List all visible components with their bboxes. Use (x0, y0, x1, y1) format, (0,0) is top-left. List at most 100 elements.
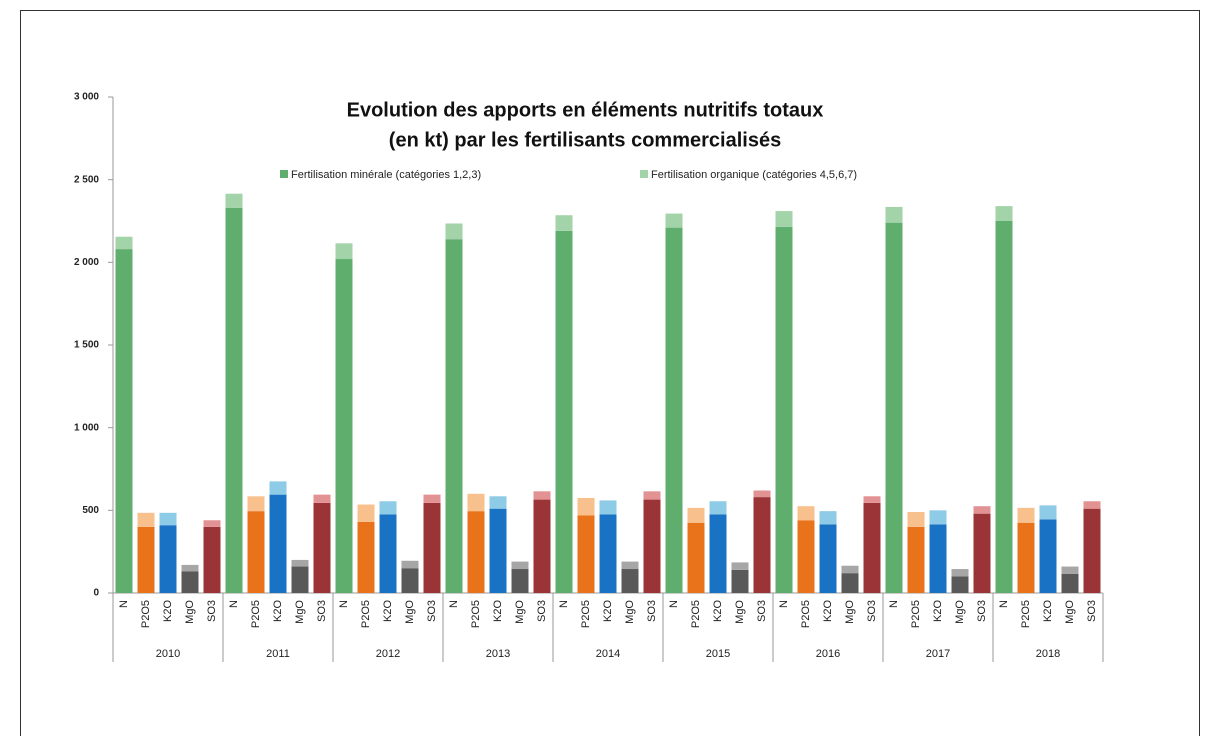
bar-segment (1061, 566, 1079, 574)
bar-segment (643, 491, 661, 500)
bar-segment (665, 213, 683, 228)
bar-segment (599, 514, 617, 593)
x-tick-label: N (668, 600, 680, 608)
x-tick-label: SO3 (536, 600, 548, 622)
bar-segment (269, 481, 287, 495)
bar-segment (357, 504, 375, 522)
bar-segment (797, 520, 815, 593)
y-tick-label: 2 000 (74, 257, 99, 268)
bar-segment (555, 215, 573, 231)
bar-segment (533, 491, 551, 500)
bar-segment (951, 569, 969, 577)
bar-segment (115, 236, 133, 250)
bar-segment (577, 497, 595, 516)
legend-swatch (640, 170, 648, 178)
bar-segment (357, 521, 375, 593)
bar-segment (467, 511, 485, 593)
x-tick-label: P2O5 (1020, 600, 1032, 628)
x-tick-label: SO3 (426, 600, 438, 622)
x-tick-label: N (338, 600, 350, 608)
bar-segment (401, 568, 419, 593)
bar-segment (1083, 508, 1101, 593)
bar-segment (511, 569, 529, 593)
x-tick-label: K2O (932, 600, 944, 622)
bar-segment (291, 566, 309, 593)
bar-segment (665, 227, 683, 593)
x-tick-label: MgO (844, 600, 856, 624)
bar-segment (819, 524, 837, 593)
group-label: 2010 (156, 648, 180, 660)
x-tick-label: MgO (294, 600, 306, 624)
group-label: 2013 (486, 648, 510, 660)
bar-segment (335, 259, 353, 593)
y-tick-label: 0 (93, 588, 99, 599)
x-tick-label: SO3 (316, 600, 328, 622)
bar-segment (313, 502, 331, 593)
bar-segment (1039, 519, 1057, 593)
bar-segment (159, 525, 177, 593)
bar-segment (181, 564, 199, 572)
bar-segment (995, 221, 1013, 593)
bar-segment (203, 526, 221, 593)
bar-segment (687, 522, 705, 593)
y-tick-label: 3 000 (74, 92, 99, 103)
x-tick-label: MgO (734, 600, 746, 624)
bar-segment (907, 511, 925, 527)
bar-segment (907, 526, 925, 593)
bar-segment (269, 494, 287, 593)
bar-segment (973, 506, 991, 514)
x-tick-label: P2O5 (800, 600, 812, 628)
x-tick-label: P2O5 (140, 600, 152, 628)
group-label: 2018 (1036, 648, 1060, 660)
x-tick-label: SO3 (1086, 600, 1098, 622)
bar-segment (973, 513, 991, 593)
bar-segment (753, 497, 771, 593)
bar-segment (115, 249, 133, 593)
bar-segment (203, 520, 221, 527)
bar-segment (995, 206, 1013, 221)
bar-segment (1083, 501, 1101, 509)
chart-title: Evolution des apports en éléments nutrit… (347, 99, 824, 121)
bar-segment (313, 494, 331, 503)
bar-segment (599, 500, 617, 515)
bar-segment (335, 243, 353, 260)
x-tick-label: SO3 (206, 600, 218, 622)
group-label: 2017 (926, 648, 950, 660)
bar-segment (445, 239, 463, 594)
bar-segment (885, 206, 903, 223)
group-label: 2015 (706, 648, 730, 660)
y-tick-label: 500 (82, 505, 99, 516)
bar-segment (863, 496, 881, 503)
bar-segment (753, 490, 771, 498)
bar-segment (181, 571, 199, 593)
bar-segment (1039, 505, 1057, 520)
x-tick-label: K2O (1042, 600, 1054, 622)
bar-segment (555, 230, 573, 594)
x-tick-label: N (888, 600, 900, 608)
bar-segment (775, 211, 793, 227)
x-tick-label: P2O5 (470, 600, 482, 628)
bar-segment (445, 223, 463, 240)
x-tick-label: MgO (1064, 600, 1076, 624)
bar-segment (929, 524, 947, 593)
legend-swatch (280, 170, 288, 178)
bar-segment (731, 562, 749, 570)
y-tick-label: 2 500 (74, 174, 99, 185)
x-tick-label: SO3 (976, 600, 988, 622)
bar-segment (863, 502, 881, 593)
x-tick-label: K2O (492, 600, 504, 622)
bar-segment (423, 494, 441, 503)
x-tick-label: P2O5 (690, 600, 702, 628)
chart-title: (en kt) par les fertilisants commerciali… (389, 129, 781, 151)
bar-segment (511, 561, 529, 570)
y-tick-label: 1 500 (74, 340, 99, 351)
x-tick-label: MgO (624, 600, 636, 624)
x-tick-label: N (778, 600, 790, 608)
x-tick-label: P2O5 (250, 600, 262, 628)
bar-segment (467, 493, 485, 512)
bar-segment (775, 226, 793, 593)
frame (20, 10, 1200, 736)
bar-segment (423, 502, 441, 593)
bar-segment (929, 510, 947, 525)
